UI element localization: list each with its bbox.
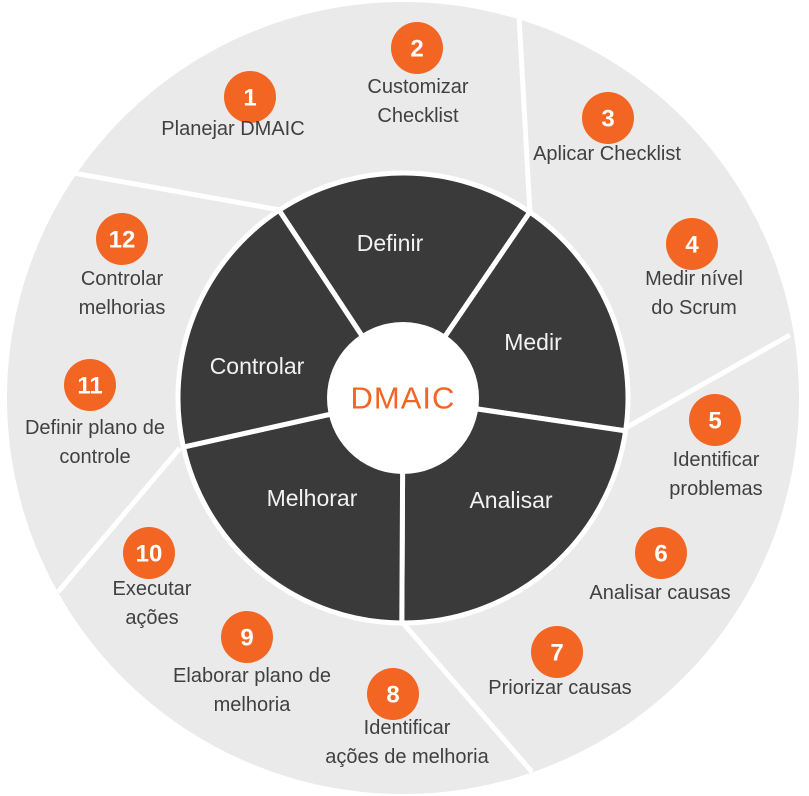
step-number-badge <box>391 22 443 74</box>
step-number-badge <box>531 626 583 678</box>
ring-separator <box>67 169 281 213</box>
step-5: 5 Identificar problemas <box>669 394 763 500</box>
step-label: Priorizar causas <box>488 677 631 699</box>
step-number: 11 <box>77 373 102 400</box>
step-number-badge <box>221 611 273 663</box>
step-label: melhorias <box>79 297 166 319</box>
step-label: Controlar <box>81 268 164 290</box>
step-number: 8 <box>386 682 399 709</box>
step-number: 2 <box>410 36 423 63</box>
ring-separator <box>56 446 182 594</box>
wheel-segment-melhorar <box>180 395 406 626</box>
step-12: 12 Controlar melhorias <box>79 213 166 319</box>
step-label: melhoria <box>214 694 292 716</box>
ring-separator <box>401 621 534 774</box>
hub-label: DMAIC <box>351 381 456 416</box>
step-number: 6 <box>654 541 667 568</box>
step-number-badge <box>96 213 148 265</box>
step-number: 1 <box>243 85 256 112</box>
step-number: 10 <box>136 541 163 568</box>
step-10: 10 Executar ações <box>113 527 192 629</box>
wheel-segment-label: Melhorar <box>267 485 358 511</box>
step-number-badge <box>224 71 276 123</box>
step-label: Definir plano de <box>25 417 165 439</box>
step-number-badge <box>635 527 687 579</box>
step-label: Aplicar Checklist <box>533 143 681 165</box>
step-number: 9 <box>240 625 253 652</box>
ring-separator <box>620 332 792 433</box>
step-number-badge <box>582 92 634 144</box>
step-label: Identificar <box>673 449 760 471</box>
ring-separator <box>516 15 533 214</box>
hub-circle <box>327 322 479 474</box>
wheel-segment-analisar <box>399 395 629 626</box>
step-9: 9 Elaborar plano de melhoria <box>173 611 331 716</box>
step-label: Elaborar plano de <box>173 665 331 687</box>
step-number-badge <box>123 527 175 579</box>
step-label: Checklist <box>377 105 459 127</box>
step-number-badge <box>666 218 718 270</box>
step-7: 7 Priorizar causas <box>488 626 632 699</box>
step-label: Medir nível <box>645 268 743 290</box>
wheel-segment-label: Controlar <box>210 353 305 379</box>
step-4: 4 Medir nível do Scrum <box>645 218 743 319</box>
step-label: do Scrum <box>651 297 737 319</box>
step-8: 8 Identificar ações de melhoria <box>325 668 490 768</box>
step-2: 2 Customizar Checklist <box>367 22 469 127</box>
step-number: 12 <box>109 227 136 254</box>
wheel-segment-label: Analisar <box>469 487 552 513</box>
step-label: Analisar causas <box>589 582 730 604</box>
step-3: 3 Aplicar Checklist <box>533 92 681 165</box>
step-number: 5 <box>708 408 721 435</box>
step-label: ações de melhoria <box>325 746 489 768</box>
wheel-segment-label: Medir <box>504 329 562 355</box>
step-label: Planejar DMAIC <box>161 118 304 140</box>
wheel-segment-definir <box>276 170 533 401</box>
step-number: 7 <box>550 640 563 667</box>
step-number-badge <box>367 668 419 720</box>
step-label: controle <box>59 446 130 468</box>
step-11: 11 Definir plano de controle <box>25 359 165 468</box>
step-label: Customizar <box>367 76 468 98</box>
step-label: Executar <box>113 578 192 600</box>
step-label: problemas <box>669 478 762 500</box>
step-1: 1 Planejar DMAIC <box>161 71 305 140</box>
step-number: 4 <box>685 232 699 259</box>
step-label: Identificar <box>364 717 451 739</box>
wheel-segment-label: Definir <box>357 230 424 256</box>
step-number-badge <box>689 394 741 446</box>
step-label: ações <box>125 607 178 629</box>
step-number-badge <box>64 359 116 411</box>
step-number: 3 <box>601 106 614 133</box>
step-6: 6 Analisar causas <box>589 527 731 604</box>
